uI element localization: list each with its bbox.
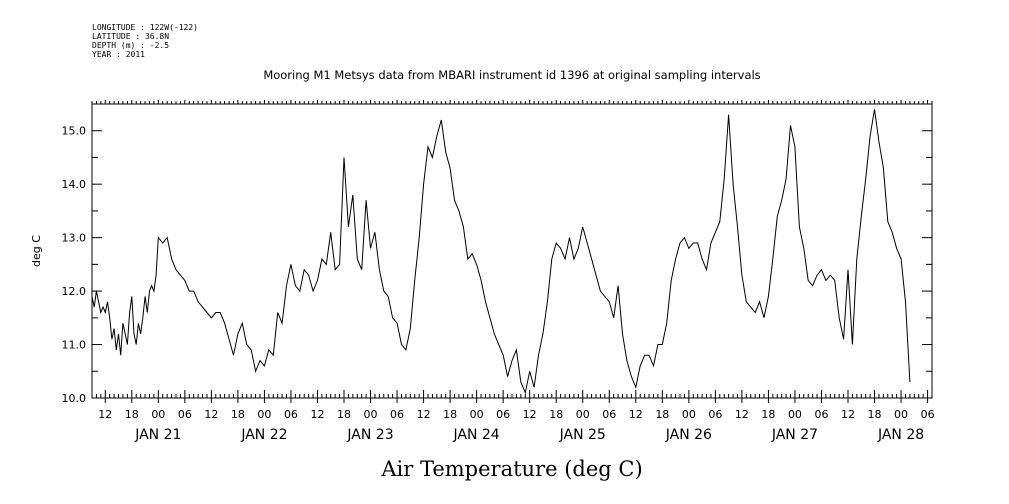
x-hour-label: 18 (125, 408, 139, 421)
x-hour-label: 18 (337, 408, 351, 421)
x-hour-label: 00 (894, 408, 908, 421)
x-hour-label: 06 (284, 408, 298, 421)
x-hour-label: 00 (576, 408, 590, 421)
x-day-label: JAN 22 (240, 427, 287, 443)
x-axis: 12 18 00 06 12 18 00 06 12 18 00 06 12 18 00 06 12 18 00 06… (91, 100, 935, 443)
x-hour-label: 06 (814, 408, 828, 421)
x-hour-label: 12 (98, 408, 112, 421)
x-hour-label: 00 (682, 408, 696, 421)
x-day-label: JAN 23 (346, 427, 393, 443)
longitude-label: LONGITUDE : 122W(-122) (92, 23, 198, 32)
y-tick-label: 12.0 (62, 285, 87, 298)
x-hour-label: 12 (523, 408, 537, 421)
x-hour-label: 06 (602, 408, 616, 421)
x-hour-label: 06 (708, 408, 722, 421)
x-hour-label: 18 (868, 408, 882, 421)
x-hour-label: 18 (231, 408, 245, 421)
x-hour-label: 12 (310, 408, 324, 421)
x-day-label: JAN 21 (134, 427, 181, 443)
x-hour-label: 06 (390, 408, 404, 421)
x-axis-label: Air Temperature (deg C) (380, 457, 642, 481)
y-axis-label: deg C (30, 235, 43, 267)
x-hour-label: 06 (496, 408, 510, 421)
x-hour-label: 18 (761, 408, 775, 421)
mooring-metadata: LONGITUDE : 122W(-122) LATITUDE : 36.8N … (92, 23, 198, 59)
x-hour-label: 12 (841, 408, 855, 421)
x-hour-label: 00 (151, 408, 165, 421)
x-hour-label: 00 (364, 408, 378, 421)
x-hour-label: 12 (204, 408, 218, 421)
plot-frame (91, 103, 933, 399)
x-day-label: JAN 27 (771, 427, 818, 443)
x-hour-label: 06 (921, 408, 935, 421)
y-tick-label: 11.0 (62, 339, 87, 352)
y-tick-label: 15.0 (62, 125, 87, 138)
x-hour-label: 00 (788, 408, 802, 421)
x-day-label: JAN 26 (665, 427, 712, 443)
year-label: YEAR : 2011 (92, 50, 145, 59)
x-day-label: JAN 28 (877, 427, 924, 443)
x-hour-label: 12 (629, 408, 643, 421)
x-hour-label: 12 (735, 408, 749, 421)
y-axis: 10.0 11.0 12.0 13.0 14.0 15.0 (62, 103, 932, 405)
y-tick-label: 13.0 (62, 232, 87, 245)
x-day-label: JAN 24 (453, 427, 500, 443)
x-hour-label: 18 (549, 408, 563, 421)
latitude-label: LATITUDE : 36.8N (92, 32, 169, 41)
x-day-label: JAN 25 (559, 427, 606, 443)
depth-label: DEPTH (m) : -2.5 (92, 41, 169, 50)
x-hour-label: 18 (655, 408, 669, 421)
x-hour-label: 12 (417, 408, 431, 421)
x-hour-label: 00 (470, 408, 484, 421)
x-hour-label: 18 (443, 408, 457, 421)
x-hour-label: 06 (178, 408, 192, 421)
y-tick-label: 14.0 (62, 178, 87, 191)
chart-title: Mooring M1 Metsys data from MBARI instru… (263, 68, 760, 82)
y-tick-label: 10.0 (62, 392, 87, 405)
air-temperature-line (91, 109, 911, 395)
x-hour-label: 00 (257, 408, 271, 421)
